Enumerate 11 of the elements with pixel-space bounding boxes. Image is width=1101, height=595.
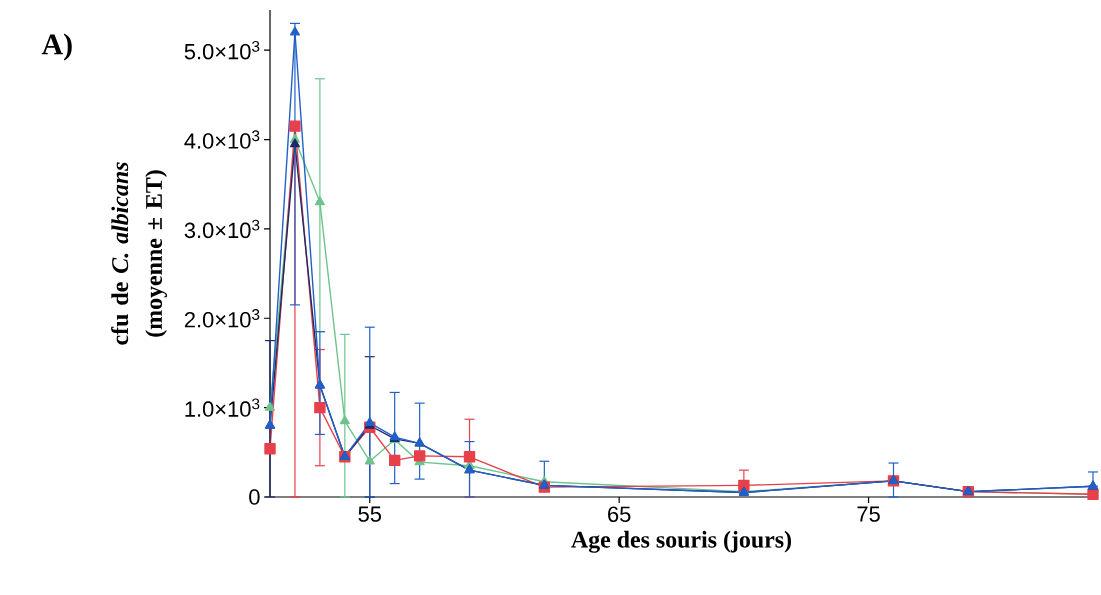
- x-tick-label: 55: [358, 506, 382, 522]
- y-tick-label: 3.0×10$^{3}$: [184, 219, 260, 239]
- x-tick-label: 75: [857, 506, 880, 522]
- x-axis-title: Age des souris (jours): [571, 530, 791, 553]
- y-tick-label: 1.0×10$^{3}$: [185, 398, 260, 417]
- x-tick-label: 65: [608, 506, 631, 523]
- y-tick-label: 2.0×10$^{3}$: [184, 309, 260, 328]
- y-tick-label: 0: [249, 489, 260, 505]
- y-tick-label: 5.0×10$^{3}$: [184, 40, 260, 60]
- text: A): [41, 33, 72, 61]
- y-tick-label: 4.0×10$^{3}$: [184, 130, 260, 149]
